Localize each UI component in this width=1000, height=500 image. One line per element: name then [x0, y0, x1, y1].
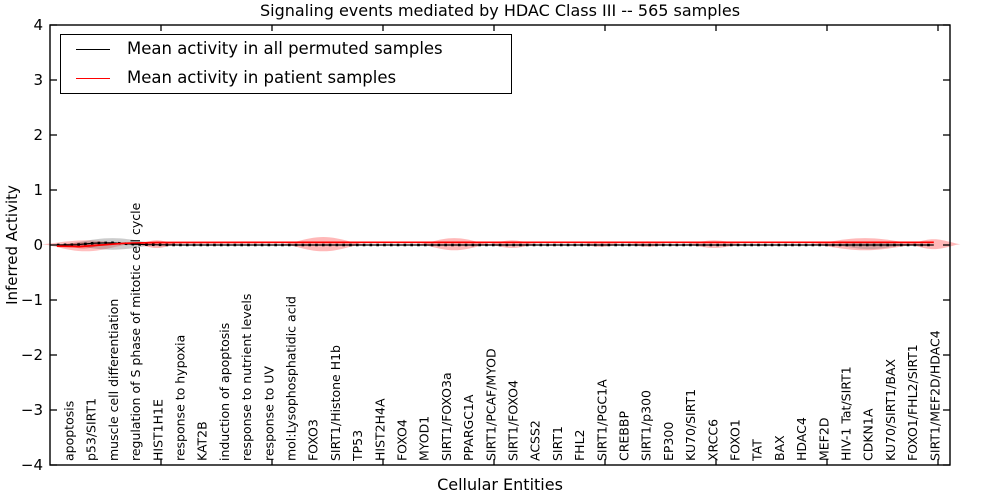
- chart-title: Signaling events mediated by HDAC Class …: [259, 1, 741, 20]
- x-category-label: KU70/SIRT1: [683, 389, 698, 461]
- x-category-label: FOXO1/FHL2/SIRT1: [905, 344, 920, 461]
- y-tick-label: 1: [33, 181, 43, 199]
- x-category-label: response to hypoxia: [172, 335, 187, 461]
- x-category-label: regulation of S phase of mitotic cell cy…: [128, 202, 143, 461]
- violin-shape: [809, 238, 921, 251]
- x-category-label: HIST2H4A: [372, 398, 387, 461]
- legend-item-permuted: Mean activity in all permuted samples: [76, 37, 511, 62]
- legend-label-permuted: Mean activity in all permuted samples: [127, 39, 443, 59]
- x-category-label: SIRT1/PCAF/MYOD: [483, 348, 498, 461]
- x-category-label: response to UV: [261, 366, 276, 461]
- y-tick-label: 2: [33, 126, 43, 144]
- x-category-label: SIRT1/FOXO3a: [439, 372, 454, 461]
- y-tick-label: 4: [33, 16, 43, 34]
- x-category-label: BAX: [772, 435, 787, 461]
- violin-shape: [418, 238, 490, 251]
- legend-item-patient: Mean activity in patient samples: [76, 66, 511, 91]
- x-category-label: KAT2B: [195, 421, 210, 461]
- x-category-label: SIRT1/Histone H1b: [328, 345, 343, 461]
- x-category-label: induction of apoptosis: [217, 323, 232, 461]
- legend-line-sample-red: [76, 78, 110, 79]
- x-category-label: FOXO1: [727, 419, 742, 461]
- legend: Mean activity in all permuted samples Me…: [60, 34, 512, 94]
- x-category-label: apoptosis: [61, 401, 76, 461]
- x-category-label: SIRT1/FOXO4: [505, 380, 520, 461]
- y-tick-label: −2: [21, 346, 43, 364]
- x-category-label: HIST1H1E: [150, 399, 165, 461]
- x-category-label: FHL2: [572, 429, 587, 461]
- y-tick-label: −3: [21, 401, 43, 419]
- x-category-label: KU70/SIRT1/BAX: [883, 359, 898, 461]
- mean-line-patient: [56, 241, 934, 248]
- x-category-label: SIRT1/MEF2D/HDAC4: [927, 330, 942, 461]
- x-category-label: p53/SIRT1: [84, 398, 99, 461]
- x-category-label: ACSS2: [528, 420, 543, 461]
- x-axis-title: Cellular Entities: [437, 475, 563, 494]
- x-category-label: TP53: [350, 430, 365, 462]
- violin-shape: [829, 242, 910, 250]
- x-category-label: CREBBP: [616, 411, 631, 461]
- x-category-label: SIRT1/PGC1A: [594, 379, 609, 461]
- x-category-label: SIRT1/p300: [639, 390, 654, 461]
- x-category-label: MEF2D: [816, 418, 831, 461]
- x-category-label: HDAC4: [794, 417, 809, 461]
- x-category-label: FOXO4: [394, 419, 409, 461]
- x-category-label: PPARGC1A: [461, 394, 476, 461]
- x-category-label: mol:Lysophosphatidic acid: [283, 296, 298, 461]
- legend-line-sample-black: [76, 49, 110, 50]
- legend-label-patient: Mean activity in patient samples: [127, 68, 397, 88]
- x-category-label: SIRT1: [550, 426, 565, 461]
- x-category-label: MYOD1: [417, 416, 432, 461]
- y-tick-label: 0: [33, 236, 43, 254]
- y-tick-label: 3: [33, 71, 43, 89]
- x-category-label: TAT: [750, 439, 765, 462]
- x-category-label: response to nutrient levels: [239, 294, 254, 461]
- x-category-label: EP300: [661, 422, 676, 461]
- x-category-label: HIV-1 Tat/SIRT1: [838, 366, 853, 461]
- x-category-label: muscle cell differentiation: [106, 299, 121, 461]
- y-tick-label: −1: [21, 291, 43, 309]
- x-category-label: CDKN1A: [861, 408, 876, 461]
- x-category-label: XRCC6: [705, 419, 720, 461]
- x-category-label: FOXO3: [306, 419, 321, 461]
- y-tick-label: −4: [21, 456, 43, 474]
